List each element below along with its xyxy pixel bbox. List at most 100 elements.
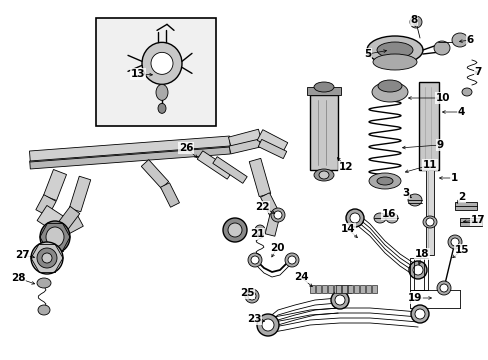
Text: 22: 22 xyxy=(254,202,269,212)
Polygon shape xyxy=(37,206,70,235)
Bar xyxy=(309,285,314,293)
Polygon shape xyxy=(197,151,232,179)
Polygon shape xyxy=(257,130,287,153)
Text: 25: 25 xyxy=(239,288,254,298)
Ellipse shape xyxy=(366,36,422,64)
Ellipse shape xyxy=(409,16,421,28)
Polygon shape xyxy=(212,157,247,183)
Text: 7: 7 xyxy=(473,67,481,77)
Ellipse shape xyxy=(407,194,421,206)
Ellipse shape xyxy=(313,169,333,181)
Text: 9: 9 xyxy=(436,140,443,150)
Text: 18: 18 xyxy=(414,249,428,259)
Text: 21: 21 xyxy=(249,229,264,239)
Ellipse shape xyxy=(37,278,51,288)
Text: 16: 16 xyxy=(381,209,395,219)
Polygon shape xyxy=(228,129,261,149)
Ellipse shape xyxy=(373,213,385,223)
Polygon shape xyxy=(69,176,91,212)
Ellipse shape xyxy=(439,284,447,292)
Ellipse shape xyxy=(151,52,173,75)
Ellipse shape xyxy=(31,242,63,274)
Ellipse shape xyxy=(349,213,359,223)
Polygon shape xyxy=(29,136,230,165)
Ellipse shape xyxy=(254,225,264,235)
Bar xyxy=(335,285,340,293)
Ellipse shape xyxy=(156,84,168,100)
Ellipse shape xyxy=(257,314,279,336)
Polygon shape xyxy=(228,139,261,154)
Text: 10: 10 xyxy=(435,93,449,103)
Ellipse shape xyxy=(262,319,273,331)
Ellipse shape xyxy=(410,305,428,323)
Text: 1: 1 xyxy=(449,173,457,183)
Text: 20: 20 xyxy=(269,243,284,253)
Polygon shape xyxy=(141,159,168,188)
Ellipse shape xyxy=(270,208,285,222)
Text: 14: 14 xyxy=(340,224,355,234)
Polygon shape xyxy=(61,214,83,234)
Ellipse shape xyxy=(285,253,298,267)
Ellipse shape xyxy=(244,289,259,303)
Bar xyxy=(409,258,427,290)
Ellipse shape xyxy=(447,235,461,249)
Text: 23: 23 xyxy=(246,314,261,324)
Polygon shape xyxy=(260,193,279,217)
Text: 15: 15 xyxy=(454,245,468,255)
Ellipse shape xyxy=(450,238,458,246)
Ellipse shape xyxy=(287,256,295,264)
Bar xyxy=(346,285,350,293)
Ellipse shape xyxy=(371,82,407,102)
Bar xyxy=(365,285,370,293)
Ellipse shape xyxy=(334,295,345,305)
Text: 28: 28 xyxy=(11,273,25,283)
Ellipse shape xyxy=(313,82,333,92)
Text: 13: 13 xyxy=(130,69,145,79)
Text: 24: 24 xyxy=(293,272,307,282)
Bar xyxy=(341,285,346,293)
Ellipse shape xyxy=(377,80,401,92)
Bar xyxy=(333,285,338,293)
Ellipse shape xyxy=(376,177,392,185)
Ellipse shape xyxy=(46,227,64,247)
Ellipse shape xyxy=(425,218,433,226)
Text: 5: 5 xyxy=(364,49,371,59)
Polygon shape xyxy=(36,195,56,216)
Text: 17: 17 xyxy=(470,215,484,225)
Polygon shape xyxy=(160,183,179,207)
Bar xyxy=(96,18,216,126)
Polygon shape xyxy=(249,158,270,197)
Ellipse shape xyxy=(247,292,256,300)
Ellipse shape xyxy=(422,216,436,228)
Text: 3: 3 xyxy=(402,188,409,198)
Ellipse shape xyxy=(227,223,242,237)
Ellipse shape xyxy=(385,213,397,223)
Ellipse shape xyxy=(158,103,165,113)
Ellipse shape xyxy=(37,248,57,268)
Ellipse shape xyxy=(451,33,467,47)
Text: 11: 11 xyxy=(422,160,436,170)
Polygon shape xyxy=(264,214,279,236)
Ellipse shape xyxy=(414,309,424,319)
Ellipse shape xyxy=(433,41,449,55)
Bar xyxy=(306,87,340,95)
Text: 19: 19 xyxy=(407,293,421,303)
Bar xyxy=(413,258,423,290)
Text: 12: 12 xyxy=(338,162,352,172)
Ellipse shape xyxy=(38,305,50,315)
Ellipse shape xyxy=(408,261,426,279)
Bar xyxy=(425,170,433,255)
Ellipse shape xyxy=(247,253,262,267)
Text: 4: 4 xyxy=(456,107,464,117)
Text: 2: 2 xyxy=(457,192,465,202)
Bar xyxy=(309,95,337,170)
Ellipse shape xyxy=(318,171,328,179)
Text: 26: 26 xyxy=(179,143,193,153)
Ellipse shape xyxy=(436,281,450,295)
Ellipse shape xyxy=(250,256,259,264)
Ellipse shape xyxy=(368,173,400,189)
Bar xyxy=(359,285,364,293)
Text: 8: 8 xyxy=(409,15,417,25)
Ellipse shape xyxy=(142,42,182,84)
Bar xyxy=(347,285,352,293)
